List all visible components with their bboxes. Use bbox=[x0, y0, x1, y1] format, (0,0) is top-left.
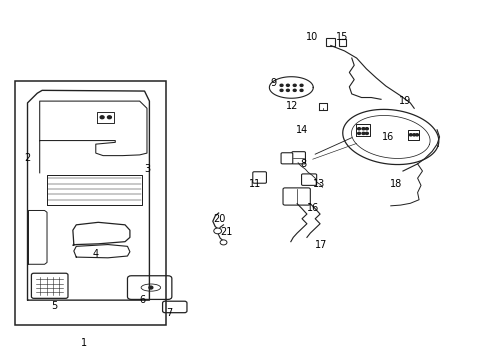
Circle shape bbox=[280, 89, 283, 91]
Circle shape bbox=[361, 132, 364, 134]
Text: 19: 19 bbox=[399, 96, 411, 106]
Text: 16: 16 bbox=[382, 132, 394, 142]
Bar bbox=[326, 39, 334, 45]
Circle shape bbox=[300, 84, 303, 86]
Text: 14: 14 bbox=[295, 125, 307, 135]
FancyBboxPatch shape bbox=[291, 152, 305, 164]
FancyBboxPatch shape bbox=[301, 174, 316, 185]
FancyBboxPatch shape bbox=[283, 188, 310, 205]
Text: 5: 5 bbox=[51, 301, 57, 311]
Circle shape bbox=[408, 134, 411, 136]
Circle shape bbox=[365, 128, 367, 130]
FancyBboxPatch shape bbox=[162, 301, 186, 313]
Text: 1: 1 bbox=[81, 338, 86, 348]
Bar bbox=[15, 81, 166, 325]
Circle shape bbox=[357, 128, 360, 130]
Text: 7: 7 bbox=[165, 308, 172, 318]
Circle shape bbox=[107, 116, 111, 119]
FancyBboxPatch shape bbox=[127, 276, 171, 300]
Text: 11: 11 bbox=[248, 179, 261, 189]
Text: 9: 9 bbox=[270, 78, 276, 88]
Circle shape bbox=[361, 128, 364, 130]
Circle shape bbox=[357, 132, 360, 134]
Text: 13: 13 bbox=[312, 179, 324, 189]
Text: 20: 20 bbox=[212, 215, 225, 224]
Circle shape bbox=[415, 134, 418, 136]
Text: 21: 21 bbox=[219, 227, 232, 237]
Text: 6: 6 bbox=[139, 295, 145, 305]
Circle shape bbox=[286, 84, 289, 86]
Text: 15: 15 bbox=[335, 32, 347, 41]
Text: 2: 2 bbox=[24, 153, 31, 163]
Circle shape bbox=[293, 89, 296, 91]
Text: 4: 4 bbox=[93, 248, 99, 258]
Text: 3: 3 bbox=[143, 164, 150, 174]
Circle shape bbox=[300, 89, 303, 91]
FancyBboxPatch shape bbox=[281, 153, 292, 164]
Circle shape bbox=[280, 84, 283, 86]
Text: 16: 16 bbox=[306, 203, 318, 213]
Circle shape bbox=[100, 116, 104, 119]
FancyBboxPatch shape bbox=[252, 172, 266, 183]
Text: 12: 12 bbox=[285, 102, 298, 112]
Circle shape bbox=[220, 240, 226, 245]
Text: 17: 17 bbox=[315, 239, 327, 249]
Circle shape bbox=[286, 89, 289, 91]
Text: 10: 10 bbox=[305, 32, 317, 41]
Bar bbox=[338, 39, 345, 45]
Circle shape bbox=[293, 84, 296, 86]
Circle shape bbox=[365, 132, 367, 134]
Circle shape bbox=[149, 286, 153, 289]
Text: 18: 18 bbox=[389, 179, 401, 189]
Circle shape bbox=[412, 134, 415, 136]
Text: 8: 8 bbox=[299, 159, 305, 169]
Circle shape bbox=[213, 228, 221, 234]
